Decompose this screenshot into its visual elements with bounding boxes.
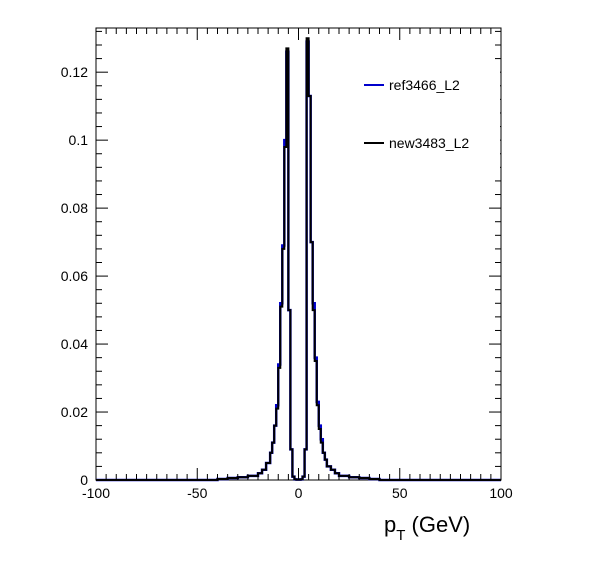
- x-tick-label: -50: [187, 485, 207, 501]
- x-tick-label: -100: [82, 485, 110, 501]
- legend-box: [358, 70, 500, 170]
- x-axis-title-unit: (GeV): [405, 512, 470, 537]
- x-tick-label: 0: [295, 485, 303, 501]
- y-tick-label: 0.12: [61, 64, 88, 80]
- y-tick-label: 0: [80, 472, 88, 488]
- x-tick-label: 100: [489, 485, 513, 501]
- y-tick-label: 0.02: [61, 404, 88, 420]
- legend-label-new3483: new3483_L2: [389, 135, 469, 151]
- legend-label-ref3466: ref3466_L2: [389, 77, 460, 93]
- legend: ref3466_L2 new3483_L2: [358, 70, 500, 170]
- y-tick-label: 0.1: [69, 132, 89, 148]
- x-axis-title-subscript: T: [396, 527, 405, 544]
- x-axis-title-main: p: [384, 512, 396, 537]
- x-tick-label: 50: [392, 485, 408, 501]
- y-tick-label: 0.04: [61, 336, 88, 352]
- y-tick-label: 0.06: [61, 268, 88, 284]
- y-tick-label: 0.08: [61, 200, 88, 216]
- x-axis-ticks: -100 -50 0 50 100: [82, 28, 513, 501]
- x-axis-title: pT (GeV): [384, 512, 470, 544]
